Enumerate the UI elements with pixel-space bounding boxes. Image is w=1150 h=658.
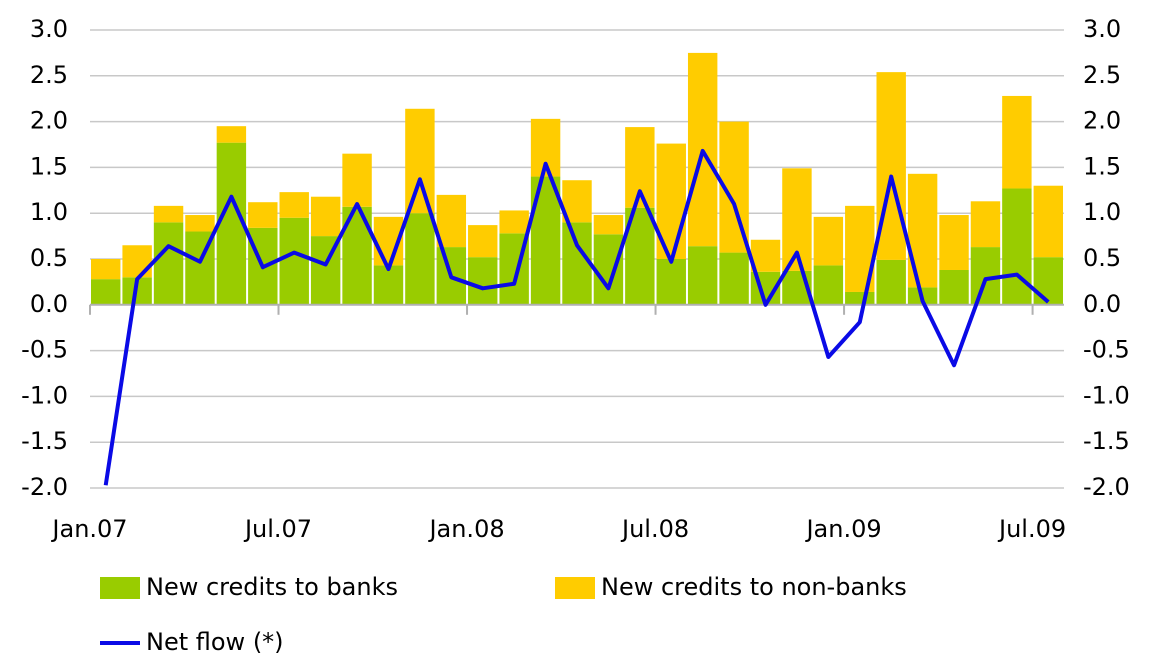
legend-swatch <box>100 577 140 599</box>
y-tick-label: 2.0 <box>30 107 68 135</box>
bar-segment <box>342 153 372 207</box>
y2-tick-label: 2.0 <box>1083 107 1121 135</box>
legend-label: New credits to non-banks <box>601 573 907 601</box>
y-tick-label: -1.5 <box>21 427 68 455</box>
bar-segment <box>813 216 844 266</box>
bar-segment <box>468 225 498 258</box>
y2-tick-label: -2.0 <box>1083 473 1130 501</box>
bar-segment <box>813 265 844 305</box>
x-tick-label: Jul.09 <box>997 515 1066 543</box>
y-tick-label: 0.0 <box>30 290 68 318</box>
bar-segment <box>845 291 875 305</box>
x-tick-label: Jan.07 <box>50 515 127 543</box>
bar-segment <box>91 279 121 305</box>
bar-segment <box>310 196 341 237</box>
bar-segment <box>436 194 467 248</box>
bar-segment <box>248 202 278 228</box>
y-tick-label: 0.5 <box>30 244 68 272</box>
legend-label: New credits to banks <box>146 573 398 601</box>
bar-segment <box>122 245 152 278</box>
bar-segment <box>216 126 247 143</box>
bar-segment <box>593 215 624 235</box>
bar-segment <box>1002 188 1032 305</box>
bar-segment <box>970 201 1001 248</box>
y2-tick-label: -1.0 <box>1083 381 1130 409</box>
bar-segment <box>468 257 498 305</box>
bar-segment <box>279 217 309 305</box>
y-tick-label: -1.0 <box>21 381 68 409</box>
bar-segment <box>373 265 404 305</box>
x-tick-label: Jan.08 <box>427 515 504 543</box>
y2-tick-label: -1.5 <box>1083 427 1130 455</box>
bar-segment <box>1033 257 1063 305</box>
y2-tick-label: 2.5 <box>1083 61 1121 89</box>
bar-segment <box>939 269 969 305</box>
x-tick-label: Jul.07 <box>243 515 312 543</box>
y-tick-label: 1.5 <box>30 152 68 180</box>
y-tick-label: 1.0 <box>30 198 68 226</box>
y2-tick-label: 0.0 <box>1083 290 1121 318</box>
y-tick-label: -0.5 <box>21 336 68 364</box>
bar-segment <box>656 259 686 305</box>
y-tick-label: 3.0 <box>30 15 68 43</box>
y2-tick-label: 1.5 <box>1083 152 1121 180</box>
bar-segment <box>876 259 906 305</box>
y-tick-label: -2.0 <box>21 473 68 501</box>
bar-segment <box>279 192 309 218</box>
bar-segment <box>750 239 781 272</box>
bar-segment <box>405 108 435 214</box>
y2-tick-label: -0.5 <box>1083 336 1130 364</box>
bar-segment <box>562 222 592 305</box>
bar-segment <box>185 215 215 232</box>
bar-segment <box>405 213 435 305</box>
line-series <box>103 148 1050 486</box>
bar-segment <box>153 205 184 223</box>
y-tick-label: 2.5 <box>30 61 68 89</box>
bar-segment <box>939 215 969 270</box>
x-tick-label: Jan.09 <box>804 515 881 543</box>
legend-swatch <box>555 577 595 599</box>
bar-segment <box>153 222 184 305</box>
bar-segment <box>91 259 121 280</box>
bar-segment <box>687 246 718 305</box>
bar-segment <box>216 142 247 305</box>
x-tick-label: Jul.08 <box>620 515 689 543</box>
bar-segment <box>499 210 529 234</box>
legend-label: Net flow (*) <box>146 628 284 656</box>
bar-segment <box>593 234 624 305</box>
y2-tick-label: 1.0 <box>1083 198 1121 226</box>
y2-tick-label: 3.0 <box>1083 15 1121 43</box>
bar-segment <box>907 173 938 288</box>
bar-segment <box>1033 185 1063 258</box>
bar-segment <box>719 252 749 305</box>
bar-segment <box>1002 95 1032 189</box>
y2-tick-label: 0.5 <box>1083 244 1121 272</box>
